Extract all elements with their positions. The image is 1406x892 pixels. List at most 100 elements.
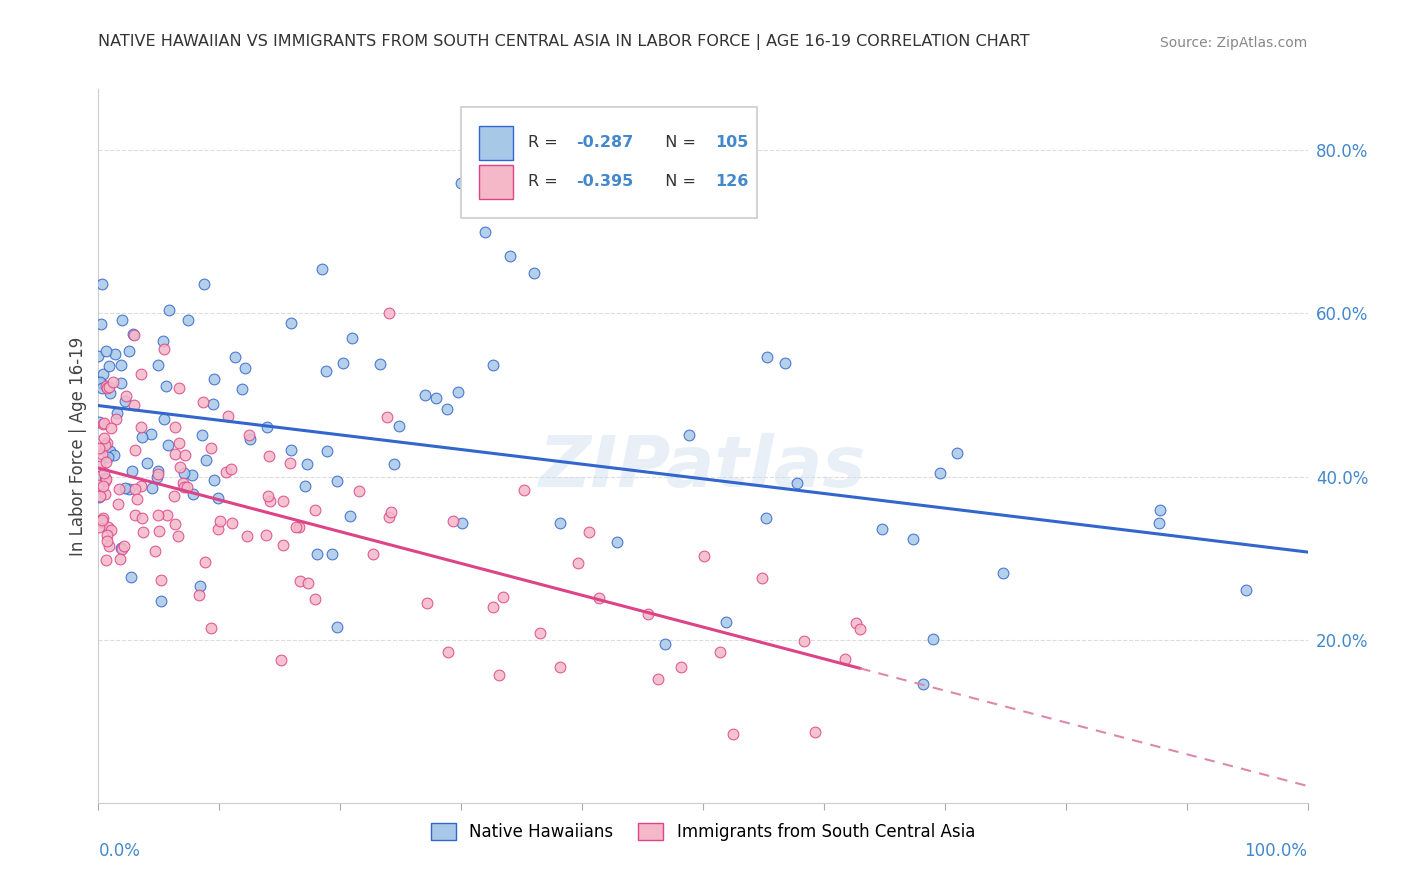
Point [870, 522, 893, 536]
Point [678, 428, 700, 442]
Point [326, 475, 349, 489]
Point [567, 556, 589, 570]
Point [146, 464, 169, 478]
Point [647, 672, 669, 686]
Point [167, 529, 190, 543]
Point [121, 326, 143, 341]
Point [111, 313, 134, 327]
Point [221, 516, 243, 531]
Point [129, 368, 152, 382]
Point [89, 458, 111, 473]
Point [152, 334, 174, 348]
Point [295, 457, 318, 471]
Point [288, 520, 311, 534]
Point [191, 395, 214, 409]
Point [91, 417, 114, 431]
Point [492, 591, 515, 605]
FancyBboxPatch shape [461, 107, 758, 218]
Point [90, 513, 112, 527]
Point [169, 436, 191, 450]
Point [304, 592, 326, 607]
Point [163, 447, 186, 461]
Point [834, 652, 856, 666]
Point [217, 409, 239, 423]
Point [96, 381, 118, 395]
Point [89, 441, 111, 455]
Point [382, 457, 405, 471]
Point [87, 490, 110, 504]
Point [124, 508, 146, 523]
Point [87, 349, 110, 363]
Point [131, 510, 153, 524]
Point [721, 726, 744, 740]
Point [90, 318, 112, 332]
Text: 100.0%: 100.0% [1244, 842, 1308, 860]
Point [110, 541, 132, 556]
Point [259, 494, 281, 508]
Point [89, 442, 111, 456]
Point [94, 438, 117, 452]
Point [450, 516, 472, 530]
Y-axis label: In Labor Force | Age 16-19: In Labor Force | Age 16-19 [69, 336, 87, 556]
Point [97, 539, 120, 553]
Point [901, 533, 924, 547]
Point [193, 277, 215, 292]
Point [929, 466, 952, 480]
Point [529, 626, 551, 640]
Point [114, 481, 136, 495]
Point [305, 547, 328, 561]
Point [578, 525, 600, 540]
Point [191, 427, 214, 442]
Point [169, 460, 191, 475]
Point [207, 522, 229, 536]
Point [96, 527, 118, 541]
Point [145, 470, 167, 484]
Point [669, 660, 692, 674]
Point [588, 591, 610, 605]
Point [98, 380, 121, 394]
Point [946, 446, 969, 460]
Point [94, 379, 117, 393]
Point [173, 448, 195, 462]
Point [104, 347, 127, 361]
Point [254, 528, 277, 542]
Point [181, 468, 204, 483]
Point [94, 472, 117, 486]
Point [103, 448, 125, 462]
Point [96, 435, 118, 450]
Point [912, 677, 935, 691]
Point [96, 520, 118, 534]
Point [87, 519, 110, 533]
Point [141, 481, 163, 495]
Point [89, 415, 111, 429]
Point [93, 431, 115, 445]
Text: NATIVE HAWAIIAN VS IMMIGRANTS FROM SOUTH CENTRAL ASIA IN LABOR FORCE | AGE 16-19: NATIVE HAWAIIAN VS IMMIGRANTS FROM SOUTH… [98, 34, 1031, 50]
Point [131, 430, 153, 444]
Point [90, 376, 112, 390]
Point [91, 516, 114, 530]
Point [149, 594, 172, 608]
Point [146, 508, 169, 522]
Point [208, 514, 231, 528]
Point [311, 262, 333, 277]
Point [991, 566, 1014, 580]
Point [165, 420, 187, 434]
Point [153, 342, 176, 356]
Point [342, 331, 364, 345]
Legend: Native Hawaiians, Immigrants from South Central Asia: Native Hawaiians, Immigrants from South … [425, 816, 981, 848]
Point [173, 480, 195, 494]
Point [425, 391, 447, 405]
Point [215, 465, 238, 479]
Point [498, 249, 520, 263]
Point [93, 466, 115, 480]
Point [278, 456, 301, 470]
Point [100, 421, 122, 435]
Point [150, 573, 173, 587]
Point [441, 514, 464, 528]
Point [165, 516, 187, 531]
Point [101, 376, 124, 390]
Point [107, 497, 129, 511]
Point [188, 588, 211, 602]
Point [548, 516, 571, 530]
Point [108, 551, 131, 566]
